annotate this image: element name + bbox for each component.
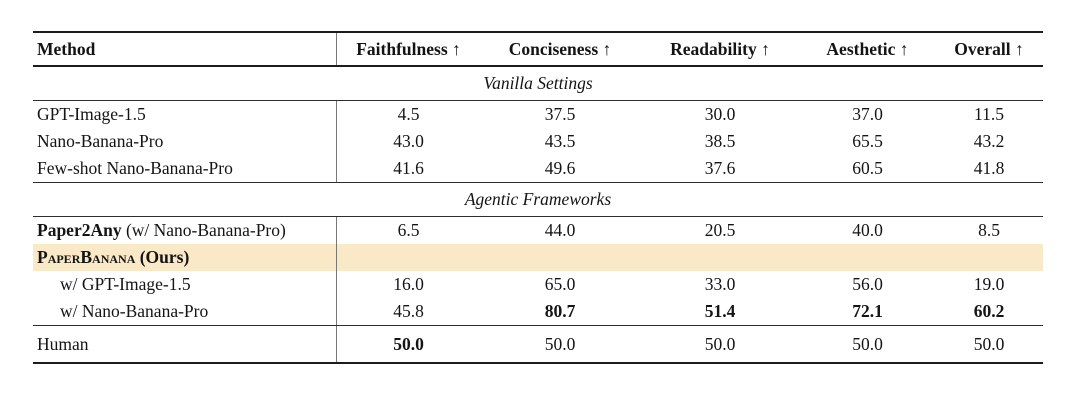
value-cell-best: 50.0 [393,333,424,354]
method-cell: Paper2Any (w/ Nano-Banana-Pro) [33,217,337,244]
value-cell: 33.0 [704,274,736,294]
value-cell: 38.5 [704,131,736,151]
human-baseline-row: Human 50.0 50.0 50.0 50.0 50.0 [33,326,1043,362]
value-cell: 43.2 [973,131,1005,151]
empty-value-cell [800,244,935,271]
value-cell: 50.0 [544,333,576,354]
aesthetic-column-header: Aesthetic ↑ [826,38,909,59]
readability-column-header: Readability ↑ [670,38,770,59]
value-cell-best: 60.2 [973,301,1005,321]
value-cell: 65.5 [852,131,883,151]
empty-value-cell [480,244,640,271]
table-row: w/ GPT-Image-1.5 16.0 65.0 33.0 56.0 19.… [33,271,1043,298]
agentic-frameworks-group: Paper2Any (w/ Nano-Banana-Pro) 6.5 44.0 … [33,217,1043,326]
value-cell: 19.0 [973,274,1005,294]
value-cell: 37.0 [852,104,883,124]
value-cell-best: 80.7 [544,301,576,321]
table-row: w/ Nano-Banana-Pro 45.8 80.7 51.4 72.1 6… [33,298,1043,325]
section-label-agentic-frameworks: Agentic Frameworks [33,183,1043,217]
empty-value-cell [337,244,480,271]
value-cell: 6.5 [397,220,420,240]
value-cell: 43.5 [544,131,576,151]
empty-value-cell [640,244,800,271]
table-row: Nano-Banana-Pro 43.0 43.5 38.5 65.5 43.2 [33,128,1043,155]
method-cell: GPT-Image-1.5 [33,101,337,128]
method-name-suffix: (Ours) [135,247,190,267]
method-name-smallcaps: PaperBanana [37,247,136,267]
value-cell: 41.8 [973,158,1005,178]
value-cell: 8.5 [978,220,1000,240]
conciseness-column-header: Conciseness ↑ [508,38,612,59]
vanilla-settings-group: GPT-Image-1.5 4.5 37.5 30.0 37.0 11.5 Na… [33,101,1043,183]
method-column-header: Method [33,33,337,65]
method-cell: Few-shot Nano-Banana-Pro [33,155,337,182]
value-cell: 4.5 [397,104,420,124]
table-row: GPT-Image-1.5 4.5 37.5 30.0 37.0 11.5 [33,101,1043,128]
value-cell: 60.5 [852,158,883,178]
value-cell: 41.6 [393,158,424,178]
method-cell: Nano-Banana-Pro [33,128,337,155]
value-cell-best: 51.4 [704,301,736,321]
value-cell: 65.0 [544,274,576,294]
overall-column-header: Overall ↑ [954,38,1024,59]
value-cell: 50.0 [973,333,1005,354]
value-cell: 43.0 [393,131,424,151]
value-cell: 30.0 [704,104,736,124]
value-cell-best: 72.1 [852,301,883,321]
value-cell: 50.0 [704,333,736,354]
value-cell: 16.0 [393,274,424,294]
method-name-bold: Paper2Any [37,220,122,240]
value-cell: 20.5 [704,220,736,240]
value-cell: 49.6 [544,158,576,178]
section-label-vanilla-settings: Vanilla Settings [33,67,1043,101]
value-cell: 40.0 [852,220,883,240]
value-cell: 50.0 [852,333,883,354]
method-cell: PaperBanana (Ours) [33,244,337,271]
value-cell: 44.0 [544,220,576,240]
method-cell: w/ GPT-Image-1.5 [33,271,337,298]
method-name-suffix: (w/ Nano-Banana-Pro) [121,220,286,240]
method-cell: w/ Nano-Banana-Pro [33,298,337,325]
value-cell: 56.0 [852,274,883,294]
table-row: Few-shot Nano-Banana-Pro 41.6 49.6 37.6 … [33,155,1043,182]
value-cell: 37.6 [704,158,736,178]
method-cell: Human [33,326,337,362]
results-table: Method Faithfulness ↑ Conciseness ↑ Read… [33,31,1043,364]
empty-value-cell [935,244,1043,271]
table-row: Paper2Any (w/ Nano-Banana-Pro) 6.5 44.0 … [33,217,1043,244]
table-header-row: Method Faithfulness ↑ Conciseness ↑ Read… [33,33,1043,67]
value-cell: 11.5 [974,104,1004,124]
value-cell: 37.5 [544,104,576,124]
highlighted-ours-row: PaperBanana (Ours) [33,244,1043,271]
faithfulness-column-header: Faithfulness ↑ [356,38,461,59]
value-cell: 45.8 [393,301,424,321]
